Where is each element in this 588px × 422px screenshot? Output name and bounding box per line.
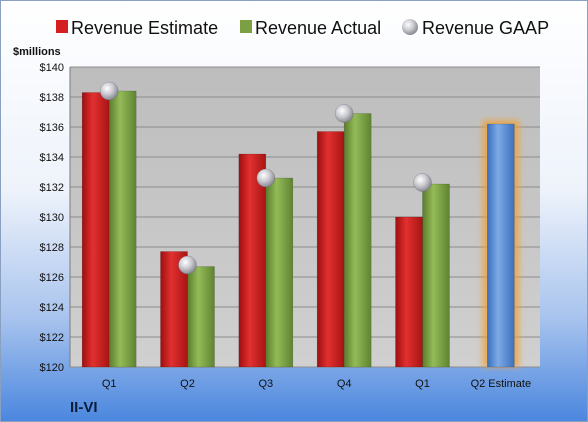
y-tick-label: $128 — [40, 242, 64, 254]
y-tick-label: $134 — [40, 152, 64, 164]
legend-swatch-gaap — [402, 19, 418, 35]
x-tick-label: Q1 — [102, 378, 117, 390]
legend-label-actual: Revenue Actual — [255, 18, 381, 38]
y-tick-label: $122 — [40, 332, 64, 344]
y-tick-label: $124 — [40, 302, 64, 314]
marker-revenue-gaap — [256, 168, 276, 188]
y-tick-label: $138 — [40, 92, 64, 104]
x-tick-label: Q2 — [180, 378, 195, 390]
y-axis-unit-label: $millions — [13, 46, 61, 58]
y-tick-label: $120 — [40, 362, 64, 374]
legend-swatch-actual — [240, 20, 252, 33]
x-axis-labels: Q1 Q2 Q3 Q4 Q1 Q2 Estimate — [102, 378, 531, 390]
legend-label-gaap: Revenue GAAP — [422, 18, 549, 38]
legend-swatch-estimate — [56, 20, 68, 33]
company-name: II-VI — [70, 399, 98, 416]
y-tick-label: $140 — [40, 62, 64, 74]
bar-revenue-estimate — [395, 216, 423, 368]
y-tick-label: $130 — [40, 212, 64, 224]
bar-forecast-estimate — [487, 123, 515, 368]
bar-revenue-actual — [265, 177, 294, 368]
bar-revenue-estimate — [316, 131, 345, 368]
bar-revenue-actual — [187, 266, 215, 368]
y-tick-label: $132 — [40, 182, 64, 194]
bar-revenue-estimate — [81, 92, 110, 368]
bar-revenue-estimate — [238, 153, 267, 368]
bar-revenue-actual — [422, 183, 450, 368]
y-tick-label: $126 — [40, 272, 64, 284]
gridlines — [69, 66, 540, 368]
bars — [81, 90, 520, 368]
marker-revenue-gaap — [334, 104, 354, 123]
y-tick-label: $136 — [40, 122, 64, 134]
legend-label-estimate: Revenue Estimate — [71, 18, 218, 38]
bar-revenue-actual — [343, 113, 372, 368]
x-tick-label: Q4 — [337, 378, 352, 390]
marker-revenue-gaap — [99, 81, 119, 101]
x-tick-label: Q1 — [415, 378, 430, 390]
y-axis-ticks: $120 $122 $124 $126 $128 $130 $132 $134 $136 $138… — [40, 62, 64, 374]
x-tick-label: Q2 Estimate — [471, 378, 532, 390]
bar-revenue-actual — [108, 90, 137, 368]
marker-revenue-gaap — [178, 255, 197, 275]
marker-revenue-gaap — [413, 173, 432, 192]
legend: Revenue Estimate Revenue Actual Revenue … — [56, 18, 549, 38]
gaap-markers — [99, 81, 432, 275]
x-tick-label: Q3 — [258, 378, 273, 390]
